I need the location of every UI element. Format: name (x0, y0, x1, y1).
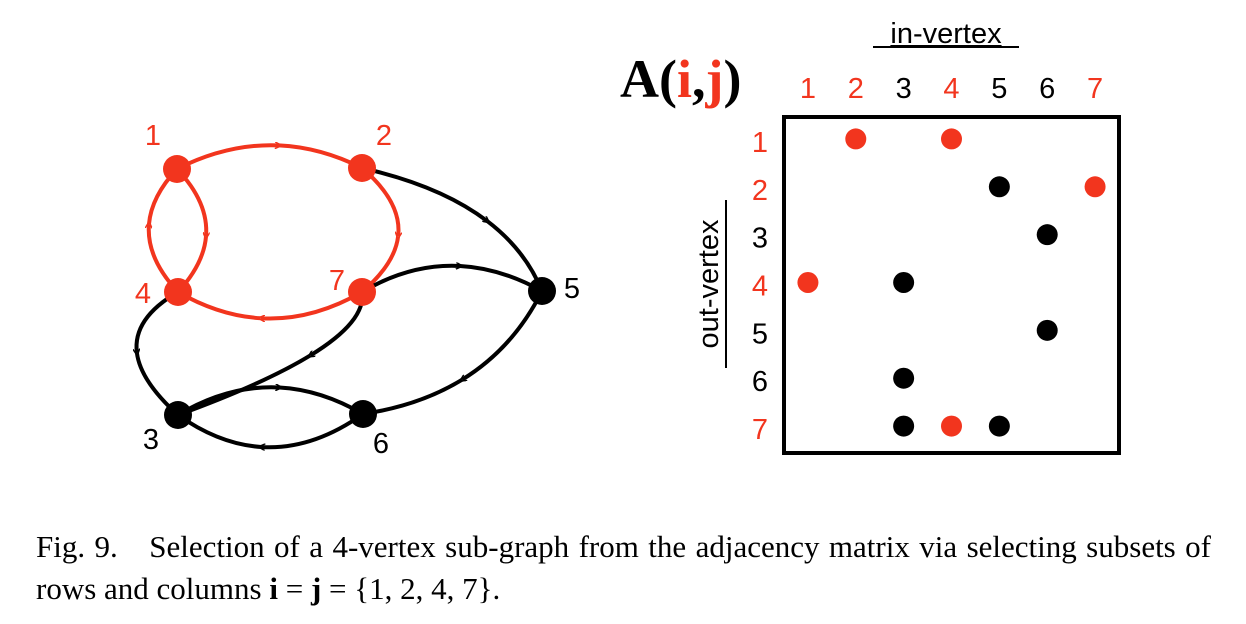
row-label-1: 1 (752, 127, 768, 159)
row-label-2: 2 (752, 175, 768, 207)
entry-1-4 (941, 128, 962, 150)
edge-3-to-6 (176, 387, 365, 417)
caption-bold-j: j (310, 571, 322, 606)
row-label-4: 4 (752, 271, 768, 303)
entry-7-3 (893, 415, 915, 437)
matrix-title: A(i,j) (620, 49, 741, 109)
directed-graph: 1 2 3 4 5 6 7 (135, 120, 580, 460)
entry-3-6 (1036, 224, 1058, 246)
vertex-label-2: 2 (376, 120, 392, 152)
edge-2-to-5-first-half (361, 166, 487, 221)
vertex-1 (163, 155, 191, 183)
matrix-row-labels: 1 2 3 4 5 6 7 (752, 127, 768, 446)
vertex-4 (164, 278, 192, 306)
column-axis-label: in-vertex (890, 18, 1002, 50)
entry-5-6 (1036, 319, 1058, 341)
column-label-1: 1 (800, 73, 816, 105)
edge-4-to-1 (149, 167, 180, 294)
caption-bold-i: i (269, 571, 278, 606)
figure: 1 2 3 4 5 6 7 A(i,j) in-vertex out-verte… (0, 18, 1121, 460)
matrix-title-paren-close: ) (723, 49, 741, 109)
matrix-frame (782, 115, 1121, 455)
edge-1-to-4 (175, 167, 206, 294)
caption-text: Selection of a 4-vertex sub-graph from t… (36, 529, 1212, 606)
edge-4-to-3 (137, 290, 180, 417)
column-label-2: 2 (848, 73, 864, 105)
figure-canvas: 1 2 3 4 5 6 7 A(i,j) in-vertex out-verte… (0, 18, 1121, 460)
matrix-title-letter: A (620, 49, 659, 109)
vertex-label-7: 7 (329, 265, 345, 297)
vertex-6 (349, 400, 377, 428)
vertex-label-1: 1 (145, 120, 161, 152)
edge-5-to-6-first-half (462, 290, 544, 380)
entry-2-5 (988, 176, 1010, 198)
row-label-5: 5 (752, 318, 768, 350)
entry-2-7 (1084, 176, 1106, 198)
column-label-6: 6 (1039, 73, 1055, 105)
entry-6-3 (893, 367, 915, 389)
column-label-4: 4 (943, 73, 959, 105)
vertex-7 (348, 278, 376, 306)
column-label-5: 5 (991, 73, 1007, 105)
vertex-2 (348, 154, 376, 182)
entry-1-2 (845, 128, 867, 150)
edge-6-to-3-first-half (261, 412, 365, 447)
matrix-title-comma: , (692, 49, 706, 109)
caption-equals-1: = (277, 571, 311, 606)
edge-7-to-3 (177, 291, 365, 417)
row-label-6: 6 (752, 366, 768, 398)
vertex-label-5: 5 (564, 273, 580, 305)
figure-caption: Fig. 9. Selection of a 4-vertex sub-grap… (36, 526, 1211, 610)
vertex-label-6: 6 (373, 428, 389, 460)
vertex-3 (164, 401, 192, 429)
entry-4-3 (893, 272, 915, 293)
edge-1-to-2 (176, 145, 363, 171)
matrix-title-j: j (705, 49, 724, 109)
edge-1-to-2-first-half (176, 145, 279, 171)
graph-vertex-labels: 1 2 3 4 5 6 7 (135, 120, 580, 460)
edge-7-to-5 (360, 266, 543, 294)
column-label-3: 3 (896, 73, 912, 105)
entry-7-5 (988, 415, 1010, 437)
matrix-title-i: i (677, 49, 692, 109)
column-label-7: 7 (1087, 73, 1103, 105)
edge-7-to-3-second-half (177, 353, 312, 417)
vertex-label-3: 3 (143, 424, 159, 456)
entry-7-4 (941, 415, 962, 437)
edge-6-to-3 (176, 412, 365, 447)
edge-5-to-6-second-half (362, 377, 464, 416)
row-label-7: 7 (752, 414, 768, 446)
edge-5-to-6 (362, 290, 544, 416)
row-label-3: 3 (752, 223, 768, 255)
entry-4-1 (797, 272, 819, 293)
caption-set: = {1, 2, 4, 7}. (321, 571, 501, 606)
edge-2-to-7 (360, 166, 399, 294)
caption-figure-label: Fig. 9. (36, 529, 118, 564)
vertex-label-4: 4 (135, 278, 151, 310)
edge-2-to-5 (361, 166, 544, 292)
vertex-5 (528, 277, 556, 305)
graph-vertices (163, 154, 556, 429)
matrix-title-paren-open: ( (659, 49, 677, 109)
row-axis-label: out-vertex (693, 219, 725, 348)
matrix-entries (797, 128, 1106, 437)
edge-7-to-4-first-half (261, 290, 363, 319)
